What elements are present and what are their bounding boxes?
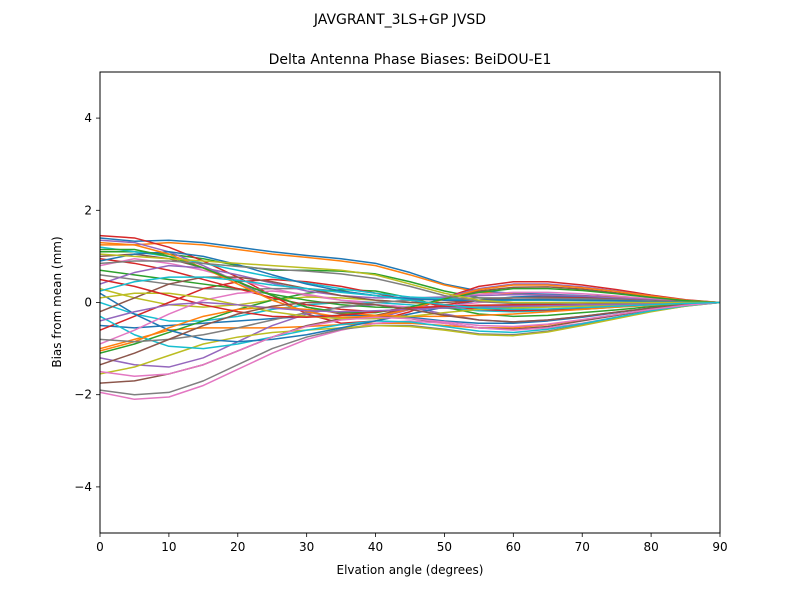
x-axis-label: Elvation angle (degrees): [337, 563, 484, 577]
x-tick-label: 90: [712, 540, 727, 554]
series-line-19: [100, 301, 720, 375]
series-layer: [100, 234, 720, 401]
y-tick-label: −4: [74, 480, 92, 494]
x-tick-label: 70: [575, 540, 590, 554]
chart-suptitle: JAVGRANT_3LS+GP JVSD: [313, 12, 486, 28]
x-tick-label: 80: [643, 540, 658, 554]
x-tick-label: 40: [368, 540, 383, 554]
series-line-20: [100, 301, 720, 350]
y-tick-label: 4: [84, 111, 92, 125]
series-line-39: [100, 253, 720, 304]
series-line-40: [100, 276, 720, 311]
y-axis: 4 2 0 −2 −4: [74, 111, 100, 494]
series-line-29: [100, 292, 720, 320]
y-tick-label: −2: [74, 388, 92, 402]
x-tick-label: 20: [230, 540, 245, 554]
y-tick-label: 2: [84, 203, 92, 217]
chart-title: Delta Antenna Phase Biases: BeiDOU-E1: [269, 52, 552, 68]
x-tick-label: 10: [161, 540, 176, 554]
y-tick-label: 0: [84, 296, 92, 310]
series-line-33: [100, 248, 720, 314]
x-tick-label: 60: [506, 540, 521, 554]
series-line-37: [100, 301, 720, 378]
y-axis-label: Bias from mean (mm): [50, 236, 64, 367]
x-axis: 0 10 20 30 40 50 60 70 80 90: [96, 533, 728, 554]
x-tick-label: 0: [96, 540, 104, 554]
x-tick-label: 50: [437, 540, 452, 554]
x-tick-label: 30: [299, 540, 314, 554]
series-line-31: [100, 251, 720, 304]
series-line-36: [100, 301, 720, 366]
